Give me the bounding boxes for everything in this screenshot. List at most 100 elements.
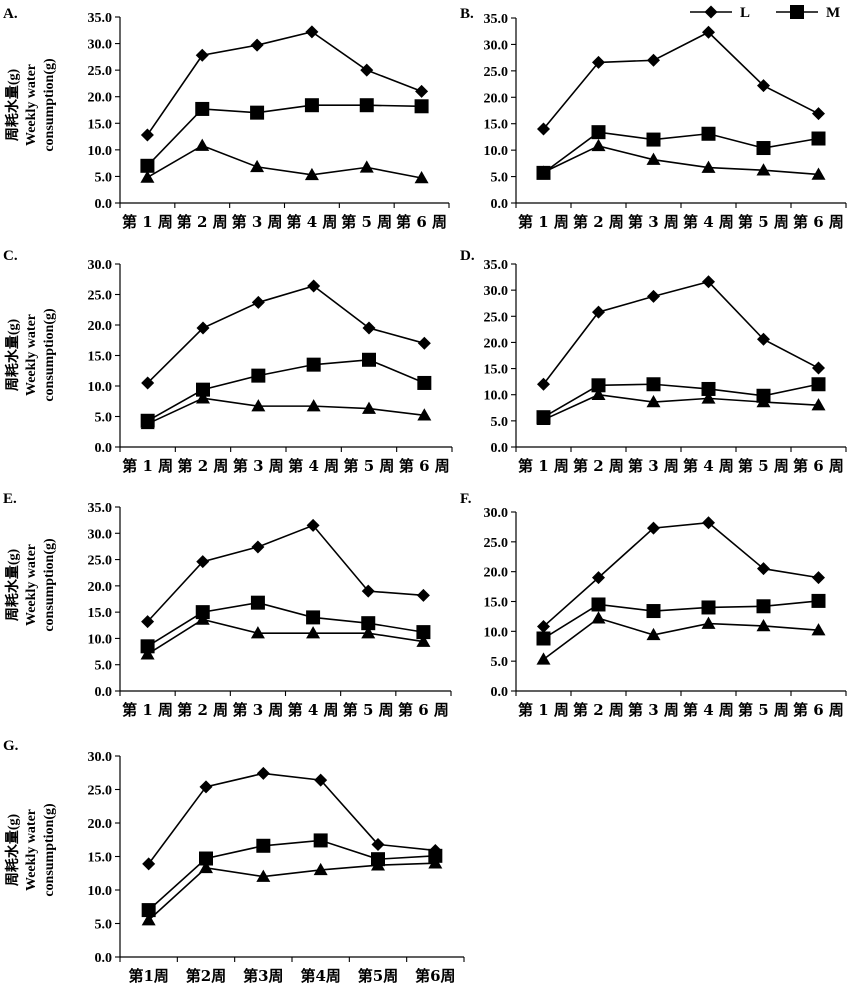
chart-panel-b: B. 0.0 5.0 10.0 15.0 20.0 25.0 30.0 35.0 第 1 周第 2… — [460, 6, 847, 231]
series-m-point — [428, 848, 443, 863]
x-tick-label: 第 2 周 — [573, 701, 624, 719]
y-tick-label: 25.0 — [88, 64, 113, 79]
series-l-point — [140, 128, 154, 142]
series-triangle-point — [313, 862, 328, 876]
series-triangle-line — [543, 393, 819, 421]
x-tick-label: 第 2 周 — [178, 457, 229, 475]
x-tick-label: 第 1 周 — [122, 213, 173, 231]
series-triangle-point — [756, 618, 771, 632]
y-axis-title: 周耗水量(g) Weekly water consumption(g) — [4, 803, 57, 897]
series-l-line — [147, 285, 425, 384]
x-tick-label: 第 5 周 — [738, 701, 789, 719]
series-m-point — [811, 377, 826, 392]
series-l — [537, 516, 825, 634]
x-tick-label: 第2周 — [186, 967, 226, 985]
series-m-point — [361, 616, 376, 631]
y-tick-label: 15.0 — [484, 118, 509, 133]
y-tick-label: 0.0 — [95, 951, 113, 966]
series-l-point — [251, 540, 265, 554]
chart-panel-e: E. 0.0 5.0 10.0 15.0 20.0 25.0 30.0 35.0 第 1 周第 2… — [3, 491, 452, 719]
chart-panel-g: G. 0.0 5.0 10.0 15.0 20.0 25.0 30.0 第1周 第2周 第3周 第4周… — [3, 738, 465, 985]
y-tick-label: 35.0 — [484, 12, 509, 27]
series-l-point — [196, 321, 210, 335]
series-triangle-point — [811, 167, 826, 180]
series-triangle-point — [306, 399, 321, 412]
series-l-point — [305, 25, 319, 39]
series-l-point — [537, 122, 550, 136]
y-tick-label: 10.0 — [88, 144, 113, 159]
series-triangle-point — [591, 611, 606, 624]
y-tick-label: 0.0 — [95, 441, 113, 456]
x-tick-label: 第 2 周 — [177, 213, 228, 231]
series-l-point — [757, 332, 770, 346]
y-tick-label: 0.0 — [95, 685, 113, 700]
series-m — [140, 352, 432, 428]
x-tick-label: 第1周 — [128, 967, 168, 985]
series-m-point — [251, 368, 266, 383]
legend-label: M — [826, 5, 840, 21]
series-l-point — [307, 279, 321, 293]
series-triangle — [536, 387, 826, 426]
series-triangle-point — [536, 412, 551, 426]
series-m-line — [147, 358, 425, 422]
x-tick-label: 第 5 周 — [344, 457, 395, 475]
y-tick-label: 20.0 — [484, 336, 509, 351]
series-m-point — [811, 593, 826, 608]
series-l-point — [142, 857, 156, 871]
series-l-point — [592, 571, 605, 585]
series-triangle-point — [362, 401, 376, 414]
series-triangle-point — [536, 652, 551, 665]
y-tick-label: 0.0 — [95, 197, 113, 212]
series-l — [140, 25, 429, 142]
series-triangle-point — [811, 398, 826, 411]
series-m — [140, 595, 431, 654]
series-triangle-line — [147, 618, 424, 655]
y-axis-title-en-1: Weekly water — [24, 64, 39, 146]
y-tick-label: 10.0 — [88, 380, 113, 395]
y-axis-title-en-2: consumption(g) — [42, 308, 57, 402]
y-axis-title-en-2: consumption(g) — [42, 538, 57, 632]
panel-label: D. — [460, 248, 475, 264]
y-axis-title-cn: 周耗水量(g) — [4, 319, 21, 392]
panel-label: G. — [3, 738, 19, 754]
y-axis-title-cn: 周耗水量(g) — [4, 69, 21, 142]
x-tick-label: 第5周 — [358, 967, 398, 985]
y-tick-label: 30.0 — [88, 750, 113, 765]
series-triangle-point — [701, 616, 716, 629]
series-m-point — [195, 605, 210, 620]
panel-label: A. — [3, 6, 18, 22]
x-tick-label: 第 1 周 — [518, 701, 569, 719]
series-l-point — [250, 38, 264, 52]
series-m-point — [701, 381, 716, 396]
x-tick-label: 第 6 周 — [398, 701, 449, 719]
series-triangle-point — [756, 395, 771, 408]
y-tick-label: 5.0 — [95, 659, 113, 674]
series-m-point — [195, 101, 210, 116]
series-l-point — [592, 55, 605, 69]
series-l-point — [417, 336, 431, 350]
y-tick-label: 20.0 — [88, 319, 113, 334]
x-tick-label: 第 5 周 — [738, 457, 789, 475]
series-m-point — [591, 125, 606, 140]
series-l-point — [371, 837, 385, 851]
x-tick-label: 第 4 周 — [288, 701, 339, 719]
series-triangle-point — [416, 634, 431, 647]
x-tick-label: 第 2 周 — [177, 701, 228, 719]
series-triangle-point — [646, 395, 661, 408]
series-l-point — [141, 376, 155, 390]
x-tick-label: 第 6 周 — [396, 213, 447, 231]
series-l-line — [148, 772, 436, 865]
series-l-point — [361, 584, 375, 598]
series-m-line — [543, 383, 819, 418]
y-tick-label: 10.0 — [484, 625, 509, 640]
series-m-point — [756, 141, 771, 156]
series-m-point — [416, 625, 431, 640]
x-tick-label: 第 1 周 — [518, 457, 569, 475]
series-l-point — [592, 305, 605, 319]
y-tick-label: 35.0 — [88, 501, 113, 516]
series-m-point — [756, 599, 771, 614]
y-tick-label: 30.0 — [484, 506, 509, 521]
x-tick-label: 第 6 周 — [399, 457, 450, 475]
series-m — [536, 593, 826, 646]
